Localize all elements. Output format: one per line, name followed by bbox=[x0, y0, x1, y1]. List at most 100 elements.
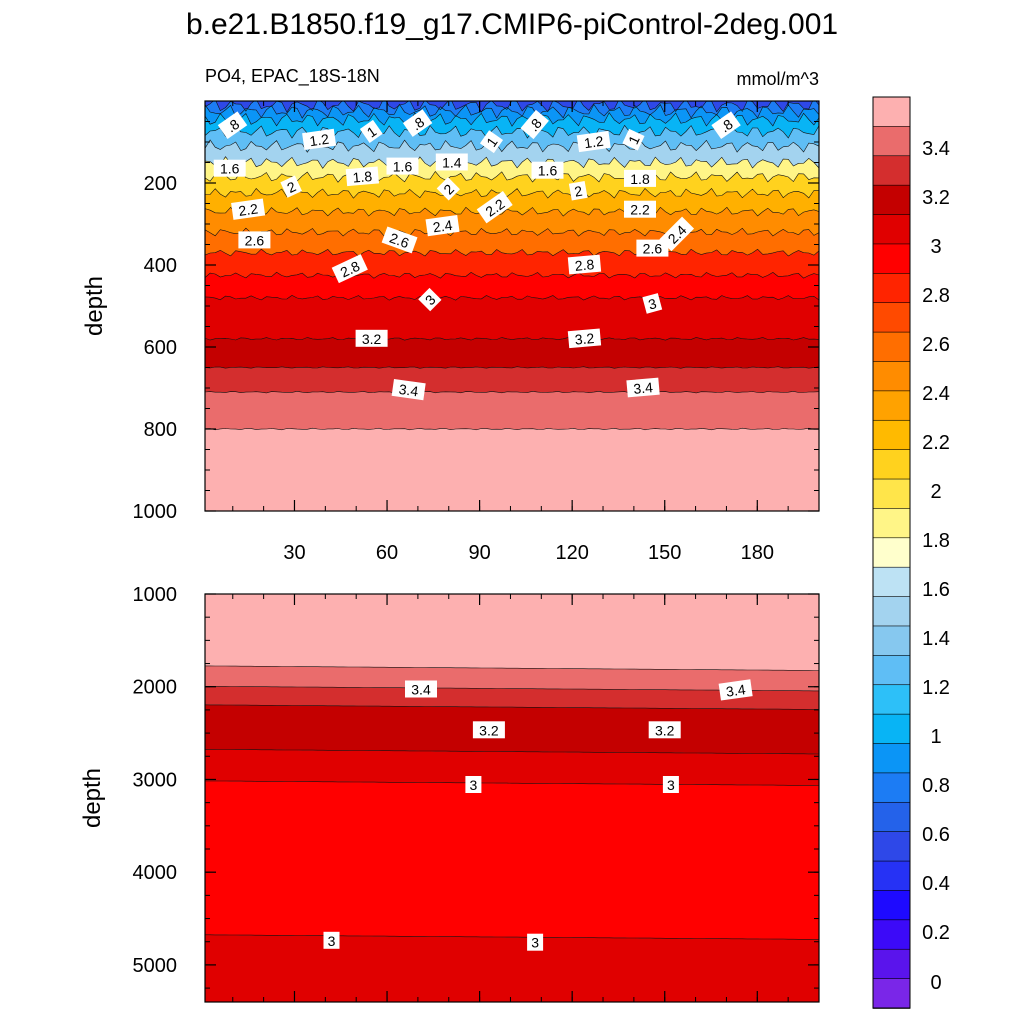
units-label: mmol/m^3 bbox=[737, 69, 819, 89]
colorbar-label-13: 0.8 bbox=[922, 775, 950, 797]
contour-label-0-7: 1 bbox=[622, 128, 645, 151]
contour-label-1-7: 3 bbox=[527, 933, 544, 951]
contour-label-0-16: 2 bbox=[436, 177, 461, 201]
contour-band-1-5 bbox=[205, 780, 819, 940]
contour-label-text-1-3: 3.2 bbox=[655, 722, 675, 738]
contour-label-text-0-12: 1.6 bbox=[538, 163, 558, 179]
y-tick-label-0-0: 200 bbox=[144, 173, 177, 195]
contour-label-0-32: 3.4 bbox=[391, 378, 426, 401]
colorbar-swatch-29 bbox=[872, 948, 911, 980]
contour-label-0-23: 2.6 bbox=[238, 231, 271, 249]
colorbar-swatch-15 bbox=[872, 537, 911, 568]
colorbar-label-6: 2.2 bbox=[922, 432, 950, 454]
colorbar: 3.4 3.2 3 2.8 2.6 2.4 2.2 2 1.8 1.6 1.4 1.2 1 0.8 0.6 0… bbox=[872, 96, 950, 1009]
lower-panel-contour-labels: 3.4 3.4 3.2 3.2 3 3 3 3 bbox=[323, 679, 753, 951]
contour-label-0-26: 2.8 bbox=[331, 254, 368, 284]
colorbar-swatch-23 bbox=[872, 772, 911, 804]
contour-label-0-24: 2.6 bbox=[381, 226, 418, 254]
contour-line-1-6 bbox=[205, 934, 819, 940]
x-tick-label-2: 90 bbox=[468, 542, 490, 564]
contour-label-text-0-33: 3.4 bbox=[633, 379, 654, 397]
colorbar-label-9: 1.6 bbox=[922, 579, 950, 601]
upper-ylabel: depth bbox=[81, 276, 108, 336]
upper-panel-contour-labels: .81.2 1.81.81.2 1.81.6 1.6 1.41.61.8 1.82 2 22.… bbox=[213, 109, 741, 401]
lower-ylabel: depth bbox=[79, 768, 106, 828]
contour-label-text-0-29: 3 bbox=[647, 295, 659, 313]
contour-label-0-10: 1.6 bbox=[386, 157, 419, 175]
contour-band-0-5 bbox=[205, 139, 819, 169]
contour-label-text-0-26: 2.8 bbox=[338, 258, 363, 281]
contour-line-0-15 bbox=[205, 366, 819, 369]
upper-panel-axes: 200 400 600 800 1000 30 60 90 120 150 180 bbox=[133, 100, 820, 564]
colorbar-label-7: 2 bbox=[930, 481, 941, 503]
contour-band-1-1 bbox=[205, 665, 819, 691]
contour-label-0-33: 3.4 bbox=[626, 377, 660, 398]
y-tick-label-1-4: 5000 bbox=[133, 955, 178, 977]
contour-band-0-2 bbox=[205, 104, 819, 127]
colorbar-label-10: 1.4 bbox=[922, 628, 950, 650]
colorbar-swatch-1 bbox=[872, 126, 911, 157]
lower-panel-contours bbox=[205, 665, 819, 940]
colorbar-swatch-17 bbox=[872, 596, 911, 627]
variable-label: PO4, EPAC_18S-18N bbox=[205, 66, 380, 87]
contour-label-0-18: 2.2 bbox=[231, 198, 266, 220]
contour-label-text-1-6: 3 bbox=[328, 933, 336, 949]
y-tick-label-1-1: 2000 bbox=[133, 677, 178, 699]
contour-band-0-14 bbox=[205, 337, 819, 369]
contour-band-0-4 bbox=[205, 125, 819, 153]
contour-line-1-4 bbox=[205, 749, 819, 755]
colorbar-swatch-19 bbox=[872, 655, 911, 686]
lower-panel-frame bbox=[204, 593, 820, 1003]
colorbar-label-15: 0.4 bbox=[922, 873, 950, 895]
contour-label-0-11: 1.4 bbox=[435, 153, 468, 171]
contour-band-0-13 bbox=[205, 295, 819, 341]
contour-line-0-8 bbox=[205, 187, 819, 199]
colorbar-swatch-16 bbox=[872, 566, 911, 598]
contour-label-0-15: 2 bbox=[280, 175, 303, 198]
contour-label-0-4: 1 bbox=[479, 130, 504, 154]
contour-band-1-2 bbox=[205, 686, 819, 710]
colorbar-swatch-28 bbox=[872, 919, 911, 951]
upper-panel-fill bbox=[205, 101, 819, 511]
contour-line-0-16 bbox=[205, 390, 819, 394]
contour-label-text-0-18: 2.2 bbox=[237, 200, 259, 219]
colorbar-swatch-5 bbox=[872, 243, 911, 275]
colorbar-swatch-13 bbox=[872, 478, 911, 510]
colorbar-label-16: 0.2 bbox=[922, 922, 950, 944]
contour-label-text-0-23: 2.6 bbox=[245, 232, 265, 248]
contour-label-text-0-25: 2.6 bbox=[643, 241, 663, 257]
contour-label-1-1: 3.4 bbox=[718, 679, 753, 701]
x-tick-label-5: 180 bbox=[741, 542, 774, 564]
colorbar-swatch-12 bbox=[872, 449, 911, 480]
colorbar-swatch-2 bbox=[872, 155, 911, 186]
contour-label-text-0-30: 3.2 bbox=[362, 331, 382, 347]
y-tick-label-1-2: 3000 bbox=[133, 769, 178, 791]
colorbar-swatch-14 bbox=[872, 508, 911, 539]
colorbar-label-3: 2.8 bbox=[922, 285, 950, 307]
colorbar-label-8: 1.8 bbox=[922, 530, 950, 552]
contour-label-1-4: 3 bbox=[465, 776, 482, 793]
colorbar-label-4: 2.6 bbox=[922, 334, 950, 356]
contour-line-1-1 bbox=[205, 665, 819, 671]
contour-line-0-3 bbox=[205, 112, 819, 127]
contour-band-0-15 bbox=[205, 366, 819, 393]
contour-line-0-12 bbox=[205, 271, 819, 279]
contour-label-text-0-24: 2.6 bbox=[388, 230, 412, 252]
y-tick-label-0-3: 800 bbox=[144, 419, 177, 441]
contour-label-0-27: 2.8 bbox=[567, 254, 602, 275]
colorbar-swatch-21 bbox=[872, 713, 911, 745]
contour-line-0-13 bbox=[205, 295, 819, 301]
contour-line-1-3 bbox=[205, 704, 819, 710]
colorbar-swatch-26 bbox=[872, 860, 911, 892]
colorbar-label-2: 3 bbox=[930, 236, 941, 258]
colorbar-swatch-24 bbox=[872, 801, 911, 833]
contour-label-0-30: 3.2 bbox=[355, 329, 388, 347]
colorbar-swatch-9 bbox=[872, 361, 911, 392]
contour-line-0-6 bbox=[205, 156, 819, 169]
contour-label-text-0-20: 2.2 bbox=[630, 202, 650, 218]
y-tick-label-0-2: 600 bbox=[144, 337, 177, 359]
contour-label-text-0-6: 1.2 bbox=[583, 133, 605, 152]
x-tick-label-1: 60 bbox=[376, 542, 398, 564]
contour-line-0-1 bbox=[205, 101, 819, 113]
contour-label-0-5: .8 bbox=[520, 109, 549, 140]
